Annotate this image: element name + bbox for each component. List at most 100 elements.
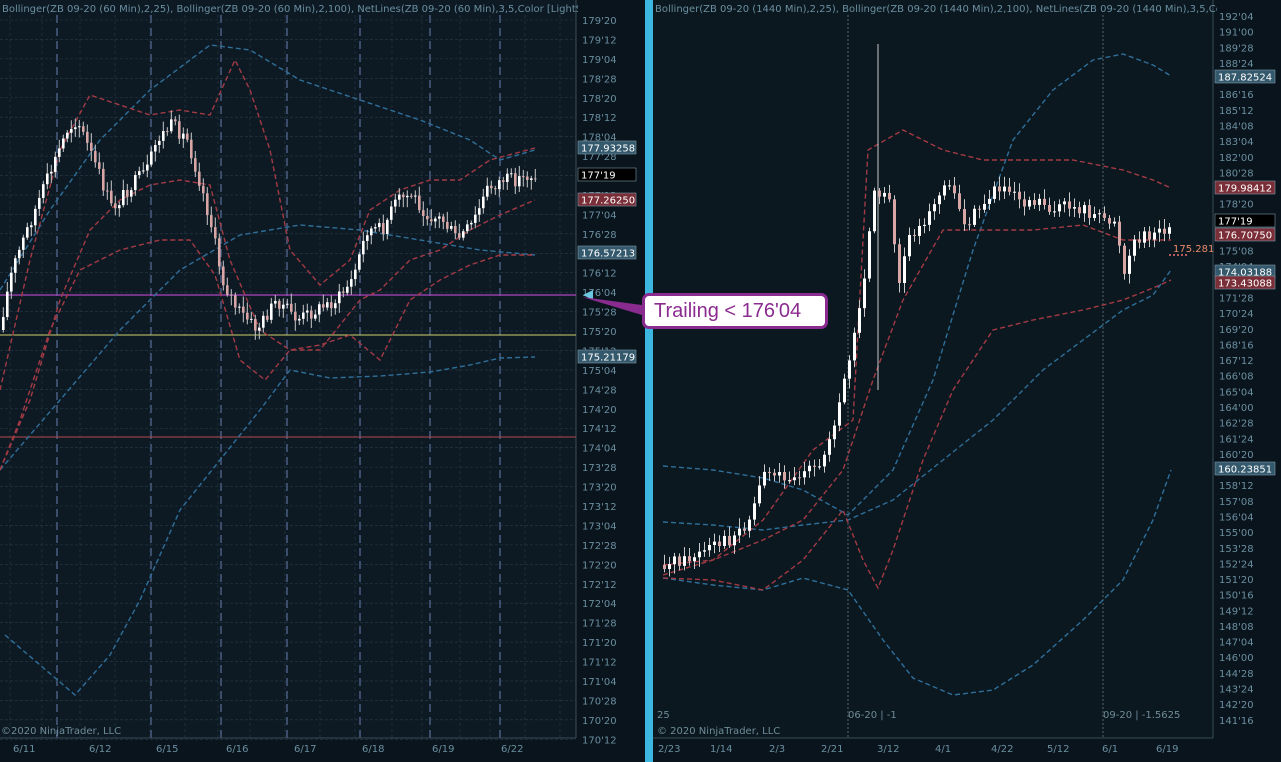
right-period-label: 25 xyxy=(657,710,670,721)
left-candle-26 xyxy=(106,182,109,200)
right-price-label: 164'00 xyxy=(1219,403,1254,414)
right-candle-19 xyxy=(758,476,761,507)
rollover-label-2: 09-20 | -1.5625 xyxy=(1103,710,1181,721)
left-candle-body xyxy=(182,133,185,139)
right-price-label: 161'24 xyxy=(1219,434,1254,445)
left-candle-24 xyxy=(98,152,101,175)
right-candle-body xyxy=(778,471,781,476)
right-date-label: 3/12 xyxy=(877,744,899,755)
right-candle-94 xyxy=(1133,235,1136,262)
right-candle-71 xyxy=(1018,183,1021,209)
left-candle-body xyxy=(174,119,177,122)
right-candle-body xyxy=(823,454,826,467)
right-candle-body xyxy=(998,186,1001,192)
left-candle-110 xyxy=(442,213,445,230)
right-date-label: 1/14 xyxy=(710,744,732,755)
right-candle-body xyxy=(1003,186,1006,192)
right-candle-body xyxy=(918,225,921,236)
left-candle-body xyxy=(106,190,109,192)
left-chart-canvas[interactable]: 179'20 179'12 179'04 178'28 178'20 178'12 178'… xyxy=(0,0,645,762)
left-candle-body xyxy=(50,171,53,174)
right-price-label: 142'20 xyxy=(1219,700,1254,711)
left-price-label: 179'20 xyxy=(582,16,617,27)
left-candle-120 xyxy=(482,188,485,214)
left-candle-99 xyxy=(398,188,401,207)
left-candle-101 xyxy=(406,190,409,208)
left-candle-115 xyxy=(462,228,465,241)
left-candle-7 xyxy=(30,221,33,237)
left-candle-105 xyxy=(422,201,425,226)
right-price-tag-box xyxy=(1214,461,1276,476)
left-candle-13 xyxy=(54,151,57,178)
left-candle-body xyxy=(338,291,341,304)
right-candle-body xyxy=(888,192,891,200)
right-candle-body xyxy=(1083,205,1086,214)
right-candle-body xyxy=(683,556,686,566)
left-candle-body xyxy=(410,195,413,197)
right-candle-68 xyxy=(1003,176,1006,200)
left-candle-body xyxy=(290,303,293,312)
left-candle-body xyxy=(378,223,381,228)
left-candle-41 xyxy=(166,127,169,136)
left-candle-109 xyxy=(438,212,441,229)
right-candle-92 xyxy=(1123,243,1126,280)
right-chart-pane[interactable]: 192'04191'00189'28188'24187'20186'16185'… xyxy=(653,0,1281,762)
left-price-label: 173'20 xyxy=(582,483,617,494)
right-candle-body xyxy=(1078,207,1081,214)
right-candle-59 xyxy=(958,184,961,212)
left-candle-118 xyxy=(474,206,477,229)
right-candle-body xyxy=(753,503,756,520)
right-price-label: 156'04 xyxy=(1219,512,1254,523)
right-candle-body xyxy=(1138,239,1141,243)
right-candle-16 xyxy=(743,522,746,534)
right-candle-83 xyxy=(1078,201,1081,218)
left-bb25-upper xyxy=(0,58,536,391)
left-candle-body xyxy=(250,318,253,320)
left-candle-113 xyxy=(454,220,457,240)
right-price-label: 180'28 xyxy=(1219,168,1254,179)
right-candle-24 xyxy=(783,465,786,489)
left-candle-body xyxy=(22,237,25,250)
left-price-label: 175'28 xyxy=(582,308,617,319)
right-bb25-upper xyxy=(662,129,1172,566)
right-candle-26 xyxy=(793,466,796,486)
right-chart-canvas[interactable]: 192'04191'00189'28188'24187'20186'16185'… xyxy=(653,0,1281,762)
left-candle-body xyxy=(366,235,369,241)
left-price-tag-text: 175.21179 xyxy=(581,353,635,364)
right-price-label: 152'24 xyxy=(1219,559,1254,570)
left-candle-body xyxy=(498,180,501,190)
left-candle-body xyxy=(282,304,285,309)
left-candle-25 xyxy=(102,162,105,197)
right-candle-35 xyxy=(838,393,841,432)
right-candle-body xyxy=(983,203,986,210)
left-trailing-marker xyxy=(583,290,593,300)
left-price-label: 175'04 xyxy=(582,366,617,377)
right-price-label: 153'28 xyxy=(1219,544,1254,555)
left-price-label: 171'04 xyxy=(582,677,617,688)
right-candle-body xyxy=(673,556,676,565)
left-candle-body xyxy=(190,139,193,159)
right-candle-53 xyxy=(928,203,931,232)
right-candle-7 xyxy=(698,543,701,567)
left-candle-129 xyxy=(518,165,521,193)
left-candle-body xyxy=(474,214,477,223)
left-candle-body xyxy=(302,312,305,319)
right-candle-body xyxy=(988,198,991,204)
left-candle-37 xyxy=(150,146,153,168)
right-candle-54 xyxy=(933,198,936,220)
left-candle-51 xyxy=(206,187,209,226)
left-candle-56 xyxy=(226,277,229,297)
left-candle-18 xyxy=(74,118,77,137)
right-candle-60 xyxy=(963,199,966,231)
right-candle-13 xyxy=(728,526,731,548)
left-candle-body xyxy=(34,208,37,226)
right-candle-body xyxy=(868,231,871,279)
left-candle-121 xyxy=(486,177,489,201)
right-price-tag: 176.70750 xyxy=(1214,227,1276,242)
pane-divider[interactable] xyxy=(645,0,653,762)
right-candle-87 xyxy=(1098,209,1101,224)
left-candle-body xyxy=(62,138,65,149)
left-chart-pane[interactable]: 179'20 179'12 179'04 178'28 178'20 178'12 178'… xyxy=(0,0,645,762)
left-date-label: 6/18 xyxy=(362,744,384,755)
left-candle-86 xyxy=(346,280,349,296)
